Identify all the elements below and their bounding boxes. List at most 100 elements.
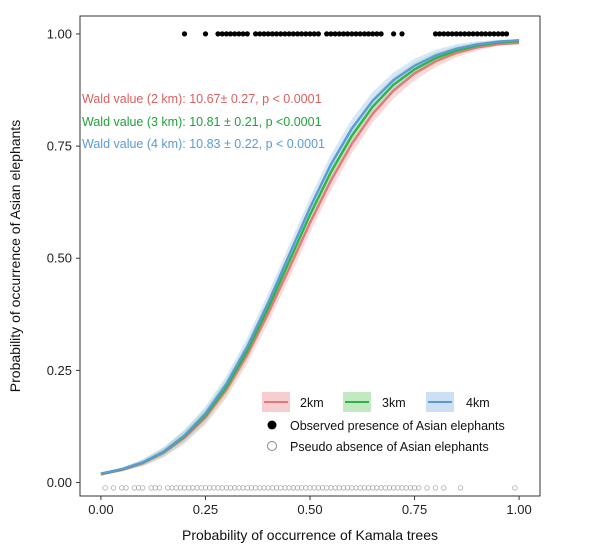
- x-axis: 0.00 0.25 0.50 0.75 1.00: [88, 496, 532, 517]
- absence-point: [198, 485, 204, 491]
- presence-point: [399, 31, 405, 37]
- absence-point: [177, 485, 184, 491]
- absence-point: [361, 485, 368, 491]
- absence-point: [244, 485, 250, 491]
- absence-point: [328, 485, 334, 491]
- x-tick-label: 0.75: [402, 502, 427, 517]
- presence-point: [357, 31, 363, 37]
- absence-point: [386, 485, 393, 491]
- absence-point: [215, 485, 221, 491]
- x-tick-label: 0.25: [193, 502, 218, 517]
- absence-point: [390, 485, 397, 491]
- absence-point: [261, 485, 267, 491]
- absence-point: [344, 485, 351, 491]
- presence-point: [282, 31, 288, 37]
- absence-point: [382, 485, 388, 491]
- presence-point: [361, 31, 367, 37]
- absence-point: [294, 485, 301, 491]
- absence-point: [139, 485, 146, 491]
- presence-point: [466, 31, 472, 37]
- presence-point: [374, 31, 380, 37]
- curve-4km: [100, 39, 520, 475]
- y-tick-label: 0.25: [47, 363, 72, 378]
- absence-point: [265, 485, 271, 491]
- x-axis-label: Probability of occurrence of Kamala tree…: [182, 527, 438, 543]
- presence-point: [324, 31, 330, 37]
- presence-point: [236, 31, 242, 37]
- presence-point: [462, 31, 468, 37]
- presence-point: [365, 31, 372, 37]
- absence-point: [194, 485, 200, 491]
- absence-point: [374, 485, 380, 491]
- presence-point: [457, 31, 464, 37]
- presence-point: [345, 31, 351, 37]
- absence-point: [298, 485, 305, 491]
- absence-point: [407, 485, 414, 491]
- absence-point: [357, 485, 363, 491]
- presence-point: [265, 31, 271, 37]
- presence-point: [449, 31, 455, 37]
- absence-point: [165, 485, 171, 491]
- legend-label-3km: 3km: [382, 396, 406, 410]
- absence-point: [290, 485, 296, 491]
- presence-point: [487, 31, 493, 37]
- presence-point: [219, 31, 225, 37]
- absence-point: [315, 485, 322, 491]
- presence-point: [437, 31, 443, 37]
- absence-point: [349, 485, 355, 491]
- absence-point: [307, 485, 313, 491]
- presence-point: [278, 31, 284, 37]
- fitted-curves: [100, 39, 520, 476]
- absence-point: [135, 485, 142, 491]
- legend: 2km 3km 4km Observed presence of Asian e…: [262, 392, 505, 454]
- presence-point: [453, 31, 459, 37]
- presence-point: [495, 31, 501, 37]
- absence-point: [181, 485, 188, 491]
- absence-point: [324, 485, 330, 491]
- presence-point: [491, 31, 497, 37]
- absence-point: [173, 485, 179, 491]
- absence-point: [248, 485, 255, 491]
- absence-point: [185, 485, 192, 491]
- absence-point: [227, 485, 234, 491]
- presence-point: [499, 31, 505, 37]
- absence-point: [319, 485, 326, 491]
- presence-point: [432, 31, 439, 37]
- absence-point: [353, 485, 359, 491]
- absence-point: [441, 485, 447, 491]
- absence-point: [432, 485, 439, 491]
- y-tick-label: 0.50: [47, 251, 72, 266]
- presence-point: [370, 31, 376, 37]
- absence-point: [286, 485, 292, 491]
- absence-point: [424, 485, 430, 491]
- presence-point: [294, 31, 301, 37]
- absence-point: [148, 485, 154, 491]
- presence-point: [336, 31, 342, 37]
- presence-point: [503, 31, 510, 37]
- y-tick-label: 0.00: [47, 475, 72, 490]
- absence-point: [123, 485, 129, 491]
- presence-point: [240, 31, 246, 37]
- absence-point: [110, 485, 117, 491]
- absence-point: [512, 485, 518, 491]
- x-tick-label: 0.50: [297, 502, 322, 517]
- absence-point: [411, 485, 418, 491]
- presence-point: [315, 31, 321, 37]
- absence-point: [223, 485, 230, 491]
- absence-point: [219, 485, 225, 491]
- presence-point: [353, 31, 359, 37]
- absence-point: [416, 485, 422, 491]
- x-tick-label: 1.00: [506, 502, 531, 517]
- absence-point: [211, 485, 217, 491]
- presence-point: [483, 31, 489, 37]
- presence-point: [307, 31, 313, 37]
- absence-point: [378, 485, 384, 491]
- absence-point: [206, 485, 213, 491]
- y-tick-label: 1.00: [47, 26, 72, 41]
- y-axis: 0.00 0.25 0.50 0.75 1.00: [47, 26, 80, 490]
- presence-point: [232, 31, 238, 37]
- annotation-wald-3km: Wald value (3 km): 10.81 ± 0.21, p <0.00…: [82, 115, 322, 129]
- presence-point: [253, 31, 259, 37]
